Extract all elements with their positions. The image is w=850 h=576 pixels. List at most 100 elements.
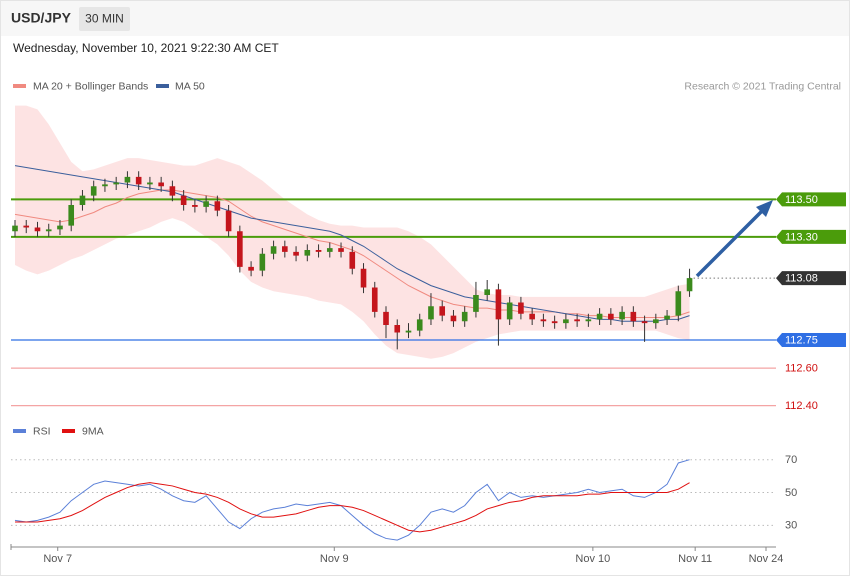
candle-body (506, 302, 513, 320)
legend-swatch (156, 84, 169, 88)
level-label-box (776, 333, 846, 347)
legend-label: MA 20 + Bollinger Bands (33, 80, 148, 92)
bollinger-band (15, 105, 690, 359)
date: Wednesday, November 10, 2021 9:22:30 AM … (13, 41, 279, 55)
x-tick-label: Nov 11 (678, 553, 712, 565)
y-tick-label: 70 (785, 454, 797, 466)
candle-body (338, 248, 344, 252)
legend-label: MA 50 (175, 80, 205, 92)
candle-body (192, 205, 198, 207)
candle-body (405, 330, 412, 333)
candle-body (214, 201, 221, 211)
candle-body (428, 306, 434, 320)
level-label: 112.60 (785, 363, 818, 375)
x-tick-label: Nov 7 (43, 553, 72, 565)
series-line (15, 482, 690, 533)
interval: 30 MIN (85, 12, 124, 26)
candle-body (461, 311, 468, 322)
header-bar (1, 1, 849, 36)
candle-body (326, 248, 333, 252)
interval-badge (79, 7, 130, 31)
candle-body (484, 289, 490, 295)
candle-body (124, 176, 131, 183)
candle-body (608, 313, 614, 320)
candle-body (563, 319, 569, 324)
candle-body (23, 225, 30, 228)
candle-body (473, 295, 479, 312)
x-tick-label: Nov 10 (575, 553, 610, 565)
price-panel: MA 20 + Bollinger Bands MA 50 Research © 2… (11, 80, 846, 412)
candle-body (630, 311, 637, 322)
candle-body (315, 250, 322, 252)
y-tick-label: 50 (785, 487, 797, 499)
candle-body (394, 325, 401, 333)
level-label-box (776, 192, 846, 207)
rsi-panel: RSI 9MA 70 50 30 Nov 7 Nov 9 Nov 10 Nov 11 Nov 24 (10, 425, 797, 565)
trend-arrow (695, 207, 766, 278)
level-label-box (776, 229, 846, 244)
level-label: 113.30 (785, 231, 818, 243)
candle-body (34, 227, 41, 232)
candle-body (259, 253, 266, 271)
candle-body (664, 315, 670, 320)
candle-body (237, 231, 243, 267)
candle-body (371, 287, 378, 312)
candle-body (653, 319, 659, 324)
level-label: 113.08 (785, 273, 818, 285)
candle-body (495, 289, 502, 320)
legend-swatch (62, 429, 75, 433)
candle-body (360, 268, 367, 288)
candle-body (439, 306, 446, 316)
candle-body (68, 205, 75, 226)
candle-body (304, 250, 311, 256)
candle-body (57, 225, 63, 230)
candle-body (686, 278, 693, 292)
y-tick-label: 30 (785, 520, 797, 532)
source: Research © 2021 Trading Central (684, 80, 841, 92)
candle-body (270, 246, 277, 254)
candle-body (12, 225, 18, 232)
level-label: 112.75 (785, 334, 818, 346)
candle-body (540, 319, 547, 322)
candle-body (113, 182, 119, 185)
candle-body (641, 321, 648, 324)
series-line (14, 459, 690, 541)
trend-arrow-head (756, 200, 773, 217)
candle-body (45, 229, 52, 232)
x-tick-label: Nov 24 (749, 553, 784, 565)
candle-body (248, 266, 254, 271)
candle-body (450, 315, 457, 322)
legend-label: 9MA (82, 425, 104, 437)
legend-swatch (13, 429, 26, 433)
candle-body (203, 201, 209, 207)
candle-body (349, 251, 356, 269)
level-label: 113.50 (785, 194, 818, 206)
candle-body (169, 186, 176, 196)
candle-body (147, 182, 153, 185)
candle-body (619, 311, 625, 320)
candle-body (585, 319, 592, 322)
candle-body (225, 210, 232, 232)
candle-body (180, 195, 187, 205)
legend-label: RSI (33, 425, 51, 437)
candle-body (293, 251, 299, 256)
candle-body (675, 291, 682, 316)
symbol: USD/JPY (11, 10, 72, 26)
candle-body (574, 319, 580, 322)
candle-body (596, 313, 603, 320)
level-label-box (776, 271, 846, 286)
candle-body (529, 313, 535, 320)
candle-body (102, 184, 108, 187)
candle-body (416, 319, 423, 331)
candle-body (518, 302, 524, 314)
candle-body (383, 311, 389, 325)
candle-body (282, 246, 288, 252)
legend-swatch (13, 84, 26, 88)
candle-body (135, 176, 142, 185)
candle-body (551, 321, 558, 324)
candle-body (90, 186, 97, 196)
candle-body (158, 182, 164, 187)
level-label: 112.40 (785, 400, 818, 412)
candle-body (79, 195, 86, 205)
